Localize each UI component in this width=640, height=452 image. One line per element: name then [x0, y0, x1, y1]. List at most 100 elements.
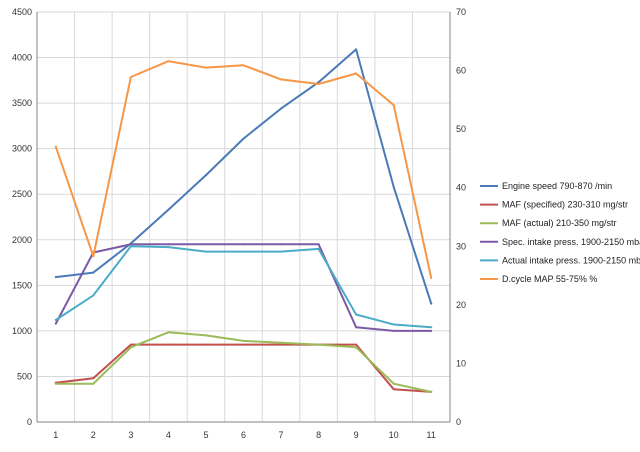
y-tick-label: 4500	[12, 7, 32, 17]
data-point	[355, 326, 358, 329]
data-point	[92, 294, 95, 297]
data-point	[430, 329, 433, 332]
legend-label: Engine speed 790-870 /min	[502, 181, 612, 191]
x-tick-label: 11	[427, 430, 436, 440]
data-point	[167, 208, 170, 211]
data-point	[167, 331, 170, 334]
data-point	[54, 322, 57, 325]
data-point	[54, 382, 57, 385]
data-point	[205, 343, 207, 346]
data-point	[129, 245, 132, 248]
data-point	[92, 271, 95, 274]
legend-label: D.cycle MAP 55-75% %	[502, 274, 597, 284]
x-tick-label: 2	[91, 430, 96, 440]
data-point	[129, 343, 132, 346]
y-tick-label: 0	[27, 417, 32, 427]
data-point	[242, 243, 245, 246]
data-point	[430, 390, 433, 393]
y2-tick-label: 40	[456, 183, 466, 193]
legend-label: MAF (specified) 230-310 mg/str	[502, 200, 628, 210]
data-point	[355, 346, 358, 349]
y-tick-label: 1000	[12, 326, 32, 336]
data-point	[355, 343, 358, 346]
y-tick-label: 500	[17, 371, 32, 381]
data-point	[392, 382, 395, 385]
data-point	[205, 334, 207, 337]
x-tick-label: 3	[128, 430, 133, 440]
y2-tick-label: 0	[456, 417, 461, 427]
data-point	[317, 343, 320, 346]
legend-label: Actual intake press. 1900-2150 mbar	[502, 255, 640, 265]
data-point	[242, 64, 245, 67]
y-tick-label: 3000	[12, 144, 32, 154]
series-lines	[54, 48, 433, 393]
y2-tick-label: 60	[456, 66, 466, 76]
y-tick-label: 4000	[12, 53, 32, 63]
data-point	[280, 78, 282, 81]
data-point	[242, 343, 245, 346]
data-point	[392, 388, 395, 391]
data-point	[355, 313, 358, 316]
data-point	[317, 83, 320, 85]
data-point	[92, 382, 95, 385]
y-tick-label: 2000	[12, 235, 32, 245]
x-tick-label: 4	[166, 430, 171, 440]
data-point	[205, 243, 207, 246]
data-point	[280, 107, 282, 110]
x-tick-label: 7	[279, 430, 284, 440]
axes: 0 500 1000 1500 2000 2500 3000 3500 4000 4500 0 10 2…	[12, 7, 466, 440]
gridlines	[36, 11, 451, 423]
data-point	[129, 76, 132, 78]
data-point	[205, 250, 207, 253]
legend-label: Spec. intake press. 1900-2150 mbar	[502, 237, 640, 247]
data-point	[430, 302, 433, 305]
x-tick-label: 1	[53, 430, 58, 440]
data-point	[129, 346, 132, 349]
data-point	[242, 339, 245, 342]
data-point	[280, 250, 282, 253]
data-point	[392, 104, 395, 107]
data-point	[129, 243, 132, 246]
data-point	[54, 319, 57, 321]
data-point	[430, 276, 433, 279]
y2-tick-label: 30	[456, 241, 466, 251]
y2-tick-label: 20	[456, 300, 466, 310]
x-tick-label: 6	[241, 430, 246, 440]
y2-tick-label: 10	[456, 358, 466, 368]
data-point	[167, 60, 170, 63]
data-point	[205, 174, 207, 177]
data-point	[167, 246, 170, 249]
legend-label: MAF (actual) 210-350 mg/str	[502, 218, 617, 228]
data-point	[392, 185, 395, 188]
data-point	[392, 329, 395, 332]
legend: Engine speed 790-870 /min MAF (specified)…	[480, 181, 640, 284]
data-point	[92, 377, 95, 380]
data-point	[280, 343, 282, 346]
data-point	[317, 243, 320, 246]
data-point	[280, 243, 282, 246]
data-point	[92, 255, 95, 258]
x-tick-label: 8	[316, 430, 321, 440]
data-point	[430, 326, 433, 329]
data-point	[317, 247, 320, 250]
y-tick-label: 2500	[12, 189, 32, 199]
data-point	[355, 72, 358, 75]
data-point	[167, 343, 170, 346]
y-tick-label: 3500	[12, 98, 32, 108]
data-point	[242, 137, 245, 140]
y2-tick-label: 70	[456, 7, 466, 17]
data-point	[54, 276, 57, 279]
data-point	[317, 81, 320, 84]
data-point	[392, 323, 395, 326]
x-tick-label: 10	[389, 430, 399, 440]
data-point	[242, 250, 245, 253]
x-tick-label: 5	[203, 430, 208, 440]
data-point	[205, 66, 207, 69]
data-point	[167, 243, 170, 246]
data-point	[280, 341, 282, 344]
data-point	[355, 48, 358, 51]
y-tick-label: 1500	[12, 280, 32, 290]
data-point	[54, 145, 57, 148]
